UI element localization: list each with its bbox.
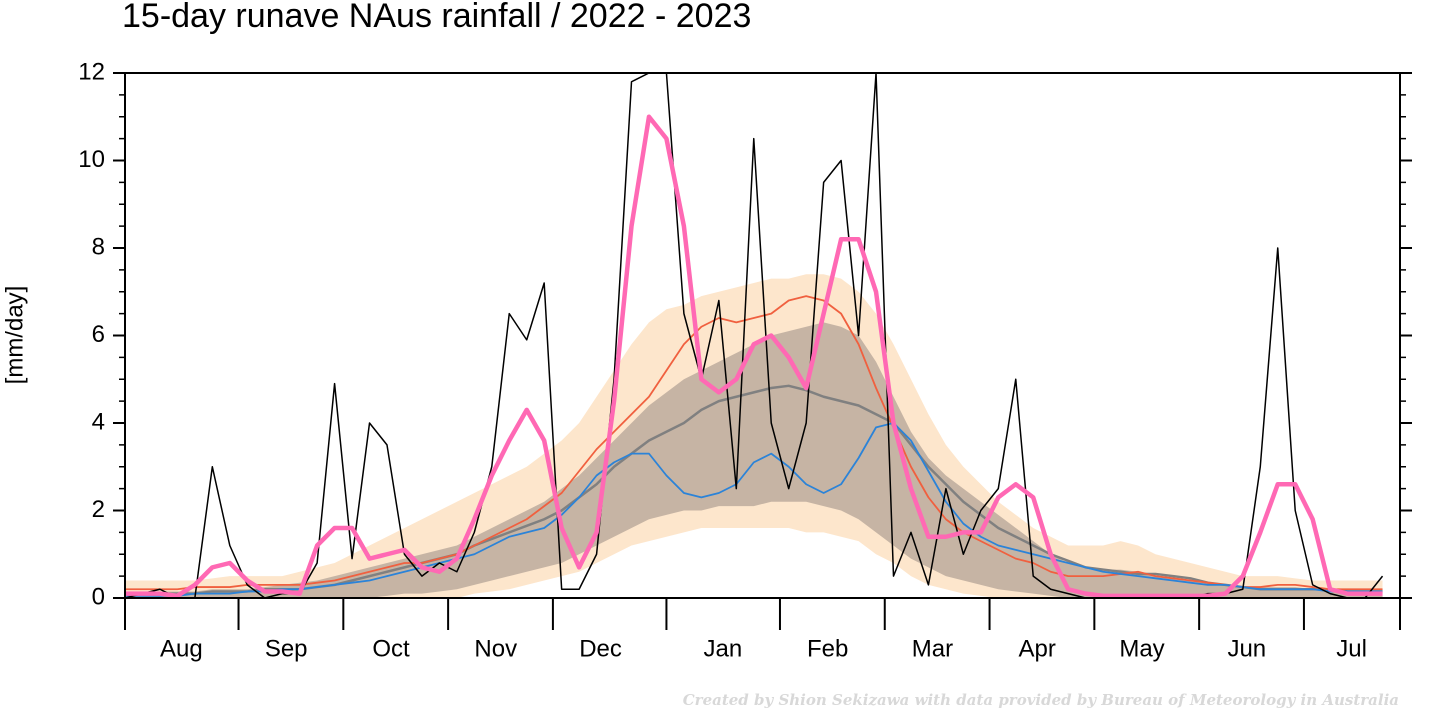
x-tick-label: May xyxy=(1119,635,1164,662)
percentile-band xyxy=(125,322,1383,598)
y-tick-label: 2 xyxy=(92,496,105,523)
x-tick-label: Dec xyxy=(579,635,622,662)
y-tick-label: 12 xyxy=(78,58,105,85)
series-line xyxy=(125,295,1383,591)
x-tick-label: Feb xyxy=(807,635,848,662)
series-line xyxy=(125,422,1383,597)
series-line xyxy=(125,114,1383,598)
x-tick-label: Sep xyxy=(265,635,308,662)
x-tick-label: Mar xyxy=(912,635,953,662)
y-tick-label: 8 xyxy=(92,233,105,260)
y-tick-label: 4 xyxy=(92,408,105,435)
x-tick-label: Jul xyxy=(1336,635,1367,662)
y-tick-label: 0 xyxy=(92,583,105,610)
x-tick-label: Oct xyxy=(372,635,410,662)
x-tick-label: Nov xyxy=(474,635,517,662)
y-tick-label: 6 xyxy=(92,321,105,348)
x-tick-label: Apr xyxy=(1019,635,1056,662)
plot-area xyxy=(125,73,1384,598)
x-tick-label: Aug xyxy=(160,635,203,662)
series-line xyxy=(125,73,1384,598)
y-axis-label: [mm/day] xyxy=(1,286,28,385)
x-tick-label: Jan xyxy=(703,635,742,662)
x-tick-label: Jun xyxy=(1227,635,1266,662)
y-tick-label: 10 xyxy=(78,146,105,173)
chart-title: 15-day runave NAus rainfall / 2022 - 202… xyxy=(122,0,751,35)
credit: Created by Shion Sekizawa with data prov… xyxy=(683,691,1399,709)
